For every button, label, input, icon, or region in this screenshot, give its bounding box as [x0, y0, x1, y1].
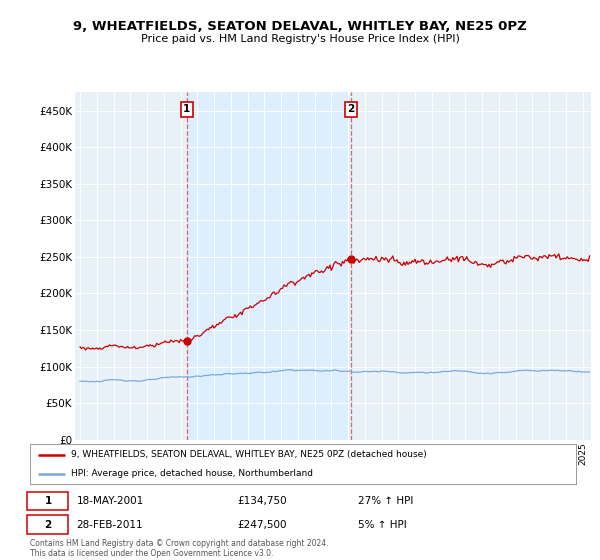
- Text: £247,500: £247,500: [238, 520, 287, 530]
- Text: 9, WHEATFIELDS, SEATON DELAVAL, WHITLEY BAY, NE25 0PZ (detached house): 9, WHEATFIELDS, SEATON DELAVAL, WHITLEY …: [71, 450, 427, 459]
- Text: Price paid vs. HM Land Registry's House Price Index (HPI): Price paid vs. HM Land Registry's House …: [140, 34, 460, 44]
- Text: 27% ↑ HPI: 27% ↑ HPI: [358, 496, 413, 506]
- Text: HPI: Average price, detached house, Northumberland: HPI: Average price, detached house, Nort…: [71, 469, 313, 478]
- Text: 28-FEB-2011: 28-FEB-2011: [76, 520, 143, 530]
- Text: 5% ↑ HPI: 5% ↑ HPI: [358, 520, 406, 530]
- Text: 1: 1: [44, 496, 52, 506]
- Bar: [187, 92, 351, 440]
- Text: Contains HM Land Registry data © Crown copyright and database right 2024.
This d: Contains HM Land Registry data © Crown c…: [30, 539, 329, 558]
- Text: £134,750: £134,750: [238, 496, 287, 506]
- Text: 2: 2: [44, 520, 52, 530]
- Text: 1: 1: [183, 104, 191, 114]
- FancyBboxPatch shape: [27, 492, 68, 511]
- Text: 18-MAY-2001: 18-MAY-2001: [76, 496, 143, 506]
- Text: 2: 2: [347, 104, 355, 114]
- FancyBboxPatch shape: [27, 515, 68, 534]
- Text: 9, WHEATFIELDS, SEATON DELAVAL, WHITLEY BAY, NE25 0PZ: 9, WHEATFIELDS, SEATON DELAVAL, WHITLEY …: [73, 20, 527, 34]
